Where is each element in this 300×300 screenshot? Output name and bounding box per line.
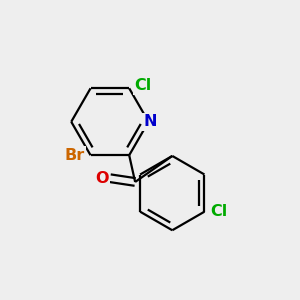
Text: Cl: Cl [210, 204, 227, 219]
Text: Cl: Cl [134, 78, 152, 93]
Text: N: N [143, 114, 157, 129]
Text: O: O [95, 171, 109, 186]
Text: Br: Br [65, 148, 85, 163]
